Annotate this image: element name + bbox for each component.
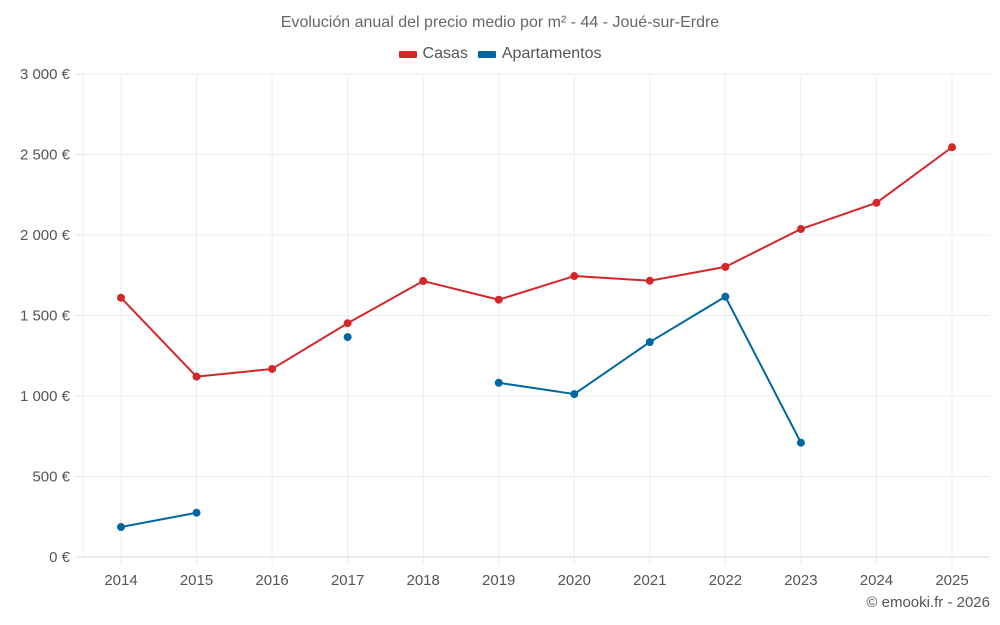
legend-label-casas: Casas (422, 45, 468, 62)
legend: Casas Apartamentos (0, 45, 1000, 63)
x-tick-label: 2016 (255, 572, 288, 589)
x-tick-label: 2014 (104, 572, 137, 589)
data-point-casas[interactable] (796, 225, 805, 234)
data-point-casas[interactable] (721, 262, 730, 271)
data-point-casas[interactable] (494, 295, 503, 304)
data-point-apartamentos[interactable] (796, 438, 805, 447)
x-tick-label: 2024 (860, 572, 893, 589)
data-point-apartamentos[interactable] (645, 338, 654, 347)
x-tick-label: 2018 (406, 572, 439, 589)
y-tick-label: 2 500 € (20, 147, 71, 164)
data-point-casas[interactable] (343, 319, 352, 328)
x-tick-label: 2021 (633, 572, 666, 589)
x-tick-label: 2023 (784, 572, 817, 589)
series-line-casas (120, 146, 953, 378)
x-tick-label: 2020 (558, 572, 591, 589)
data-point-apartamentos[interactable] (494, 378, 503, 387)
legend-item-apartamentos[interactable]: Apartamentos (477, 45, 602, 63)
data-point-apartamentos[interactable] (570, 390, 579, 399)
data-point-apartamentos[interactable] (721, 292, 730, 301)
y-tick-label: 500 € (32, 469, 70, 486)
legend-item-casas[interactable]: Casas (398, 45, 468, 63)
legend-swatch-apartamentos (477, 50, 496, 58)
data-point-casas[interactable] (419, 277, 428, 286)
data-point-casas[interactable] (570, 272, 579, 281)
credit-text: © emooki.fr - 2026 (866, 594, 990, 611)
y-tick-label: 1 500 € (20, 308, 71, 325)
x-tick-label: 2019 (482, 572, 515, 589)
x-tick-label: 2022 (709, 572, 742, 589)
data-point-apartamentos[interactable] (343, 333, 352, 342)
data-point-casas[interactable] (268, 364, 277, 373)
y-tick-label: 1 000 € (20, 388, 71, 405)
x-tick-label: 2017 (331, 572, 364, 589)
y-tick-label: 3 000 € (20, 66, 71, 83)
legend-swatch-casas (398, 50, 417, 58)
chart-title: Evolución anual del precio medio por m² … (280, 14, 720, 31)
legend-label-apartamentos: Apartamentos (501, 45, 602, 62)
data-point-casas[interactable] (645, 276, 654, 285)
data-point-casas[interactable] (117, 293, 125, 302)
series-line-apartamentos (120, 511, 197, 529)
x-tick-label: 2025 (935, 572, 968, 589)
data-point-apartamentos[interactable] (117, 523, 125, 532)
x-tick-label: 2015 (180, 572, 213, 589)
y-tick-label: 0 € (49, 549, 71, 566)
data-point-apartamentos[interactable] (192, 508, 201, 517)
data-point-casas[interactable] (948, 143, 956, 152)
data-point-casas[interactable] (872, 198, 881, 207)
data-point-casas[interactable] (192, 372, 201, 381)
y-tick-label: 2 000 € (20, 227, 71, 244)
